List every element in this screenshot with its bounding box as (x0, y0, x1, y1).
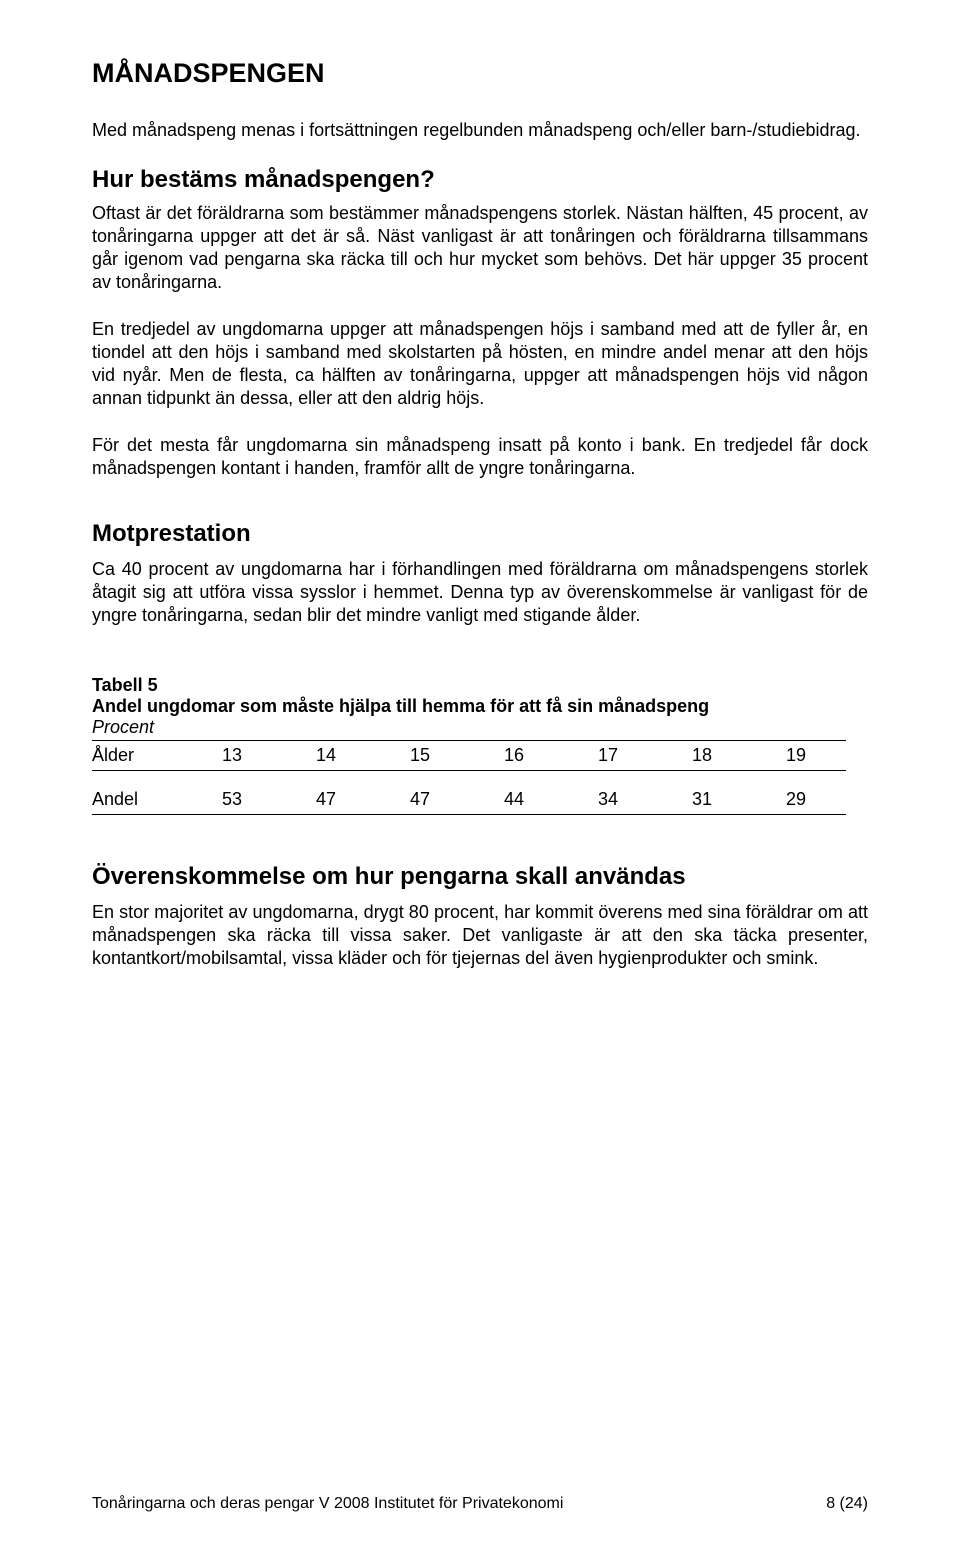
section-heading-motprestation: Motprestation (92, 520, 868, 548)
table-row-data: Andel 53 47 47 44 34 31 29 (92, 785, 846, 815)
table-header-cell: 19 (786, 741, 846, 771)
table-header-cell: 18 (692, 741, 786, 771)
table-header-cell: 17 (598, 741, 692, 771)
table-cell: 53 (222, 785, 316, 815)
paragraph-1: Oftast är det föräldrarna som bestämmer … (92, 202, 868, 294)
table-header-cell: 13 (222, 741, 316, 771)
table5-label: Tabell 5 (92, 675, 868, 696)
table-cell: 31 (692, 785, 786, 815)
footer-right: 8 (24) (826, 1495, 868, 1513)
table-cell: 47 (410, 785, 504, 815)
footer-left: Tonåringarna och deras pengar V 2008 Ins… (92, 1495, 563, 1513)
table5-subtitle: Procent (92, 717, 868, 738)
intro-paragraph: Med månadspeng menas i fortsättningen re… (92, 119, 868, 142)
table-cell: 47 (316, 785, 410, 815)
paragraph-2: En tredjedel av ungdomarna uppger att må… (92, 318, 868, 410)
table-cell: 44 (504, 785, 598, 815)
section-heading-question: Hur bestäms månadspengen? (92, 166, 868, 194)
table5: Ålder 13 14 15 16 17 18 19 Andel 53 47 4… (92, 740, 846, 815)
table-cell: 29 (786, 785, 846, 815)
table-header-cell: 15 (410, 741, 504, 771)
table-cell: 34 (598, 785, 692, 815)
table-row-header: Ålder 13 14 15 16 17 18 19 (92, 741, 846, 771)
table-header-cell: 16 (504, 741, 598, 771)
table-row-label: Andel (92, 785, 222, 815)
table-header-cell: 14 (316, 741, 410, 771)
section-heading-overenskommelse: Överenskommelse om hur pengarna skall an… (92, 863, 868, 891)
page-footer: Tonåringarna och deras pengar V 2008 Ins… (92, 1495, 868, 1513)
table5-title: Andel ungdomar som måste hjälpa till hem… (92, 696, 868, 717)
paragraph-5: En stor majoritet av ungdomarna, drygt 8… (92, 901, 868, 970)
page-title: MÅNADSPENGEN (92, 58, 868, 89)
table-header-label: Ålder (92, 741, 222, 771)
paragraph-3: För det mesta får ungdomarna sin månadsp… (92, 434, 868, 480)
paragraph-4: Ca 40 procent av ungdomarna har i förhan… (92, 558, 868, 627)
